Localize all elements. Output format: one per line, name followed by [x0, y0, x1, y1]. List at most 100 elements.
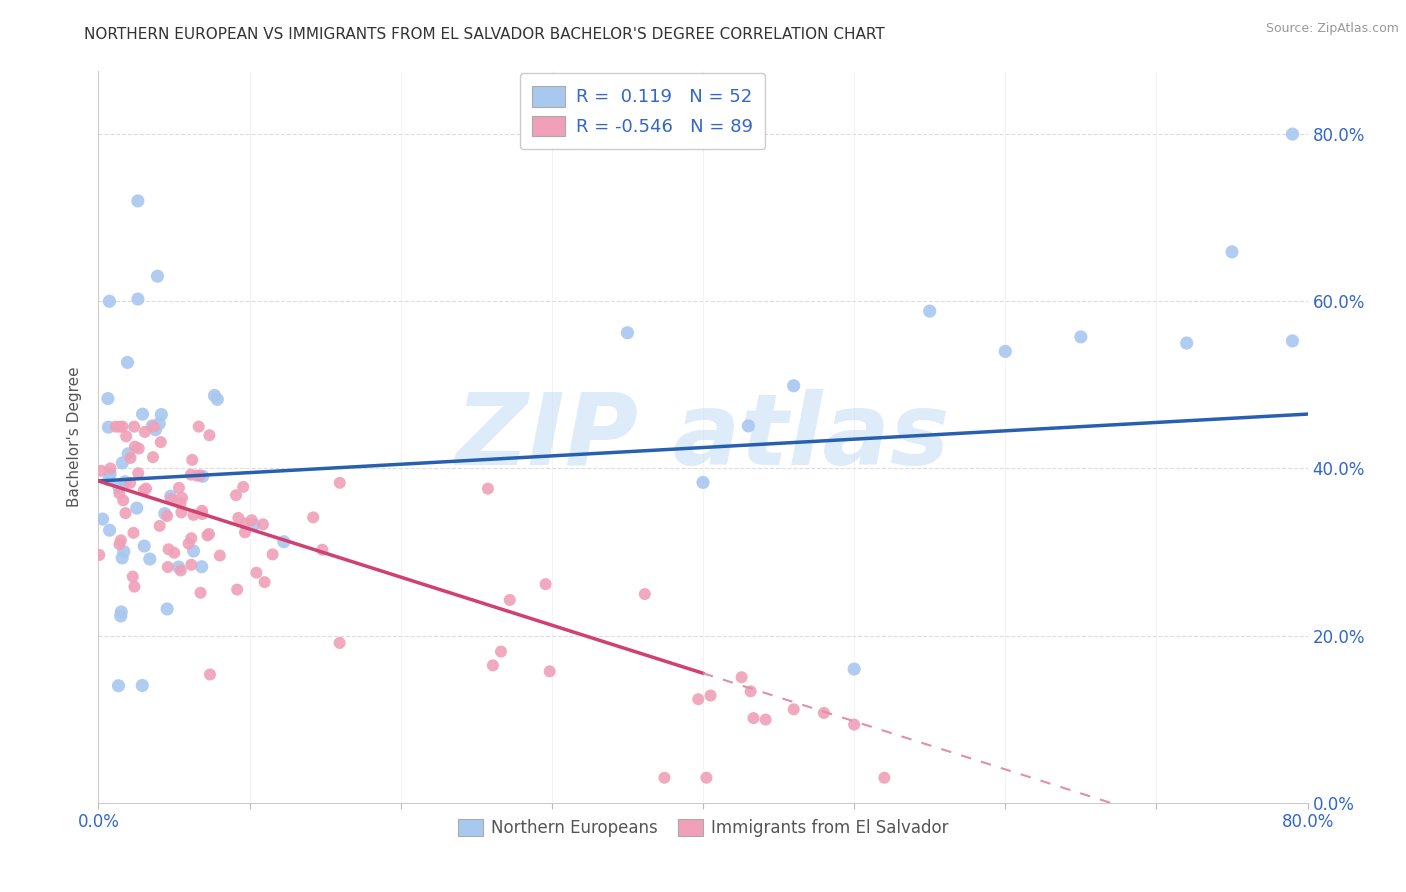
Point	[150, 408, 173, 422]
Point	[145, 423, 167, 437]
Point	[110, 609, 132, 624]
Point	[188, 468, 211, 483]
Point	[98, 467, 121, 481]
Point	[1281, 127, 1303, 141]
Point	[156, 509, 179, 524]
Point	[142, 419, 165, 434]
Point	[141, 418, 163, 433]
Point	[538, 665, 561, 679]
Point	[477, 482, 499, 496]
Point	[97, 473, 120, 487]
Point	[148, 417, 170, 431]
Point	[742, 711, 765, 725]
Legend: Northern Europeans, Immigrants from El Salvador: Northern Europeans, Immigrants from El S…	[449, 811, 957, 846]
Point	[183, 544, 205, 558]
Point	[252, 517, 274, 532]
Point	[111, 456, 134, 470]
Point	[111, 550, 134, 565]
Point	[156, 560, 179, 574]
Point	[813, 706, 835, 720]
Point	[124, 580, 146, 594]
Point	[783, 702, 806, 716]
Point	[190, 559, 212, 574]
Point	[692, 475, 714, 490]
Point	[489, 644, 512, 658]
Point	[873, 771, 896, 785]
Point	[91, 512, 114, 526]
Point	[163, 546, 186, 560]
Point	[89, 548, 111, 562]
Point	[1220, 244, 1243, 259]
Point	[167, 560, 190, 574]
Point	[180, 558, 202, 572]
Point	[128, 442, 150, 456]
Point	[634, 587, 657, 601]
Point	[253, 575, 276, 590]
Point	[191, 507, 214, 521]
Point	[132, 483, 155, 498]
Point	[160, 491, 183, 506]
Point	[198, 428, 221, 442]
Point	[149, 519, 172, 533]
Point	[110, 605, 132, 619]
Point	[329, 636, 352, 650]
Point	[688, 692, 710, 706]
Point	[117, 355, 139, 369]
Point	[740, 684, 762, 698]
Point	[187, 419, 209, 434]
Point	[208, 549, 231, 563]
Point	[226, 582, 249, 597]
Point	[110, 533, 132, 548]
Point	[142, 450, 165, 465]
Point	[131, 407, 153, 421]
Point	[120, 475, 142, 490]
Point	[146, 269, 169, 284]
Point	[121, 569, 143, 583]
Point	[198, 527, 221, 541]
Point	[111, 419, 134, 434]
Text: Source: ZipAtlas.com: Source: ZipAtlas.com	[1265, 22, 1399, 36]
Point	[124, 440, 146, 454]
Point	[127, 467, 149, 481]
Point	[170, 491, 193, 505]
Point	[755, 713, 778, 727]
Point	[117, 447, 139, 461]
Point	[153, 507, 176, 521]
Point	[131, 678, 153, 692]
Point	[783, 378, 806, 392]
Point	[186, 468, 208, 483]
Point	[844, 717, 866, 731]
Point	[90, 464, 112, 478]
Point	[207, 392, 229, 407]
Point	[139, 552, 162, 566]
Point	[302, 510, 325, 524]
Point	[245, 566, 267, 580]
Text: NORTHERN EUROPEAN VS IMMIGRANTS FROM EL SALVADOR BACHELOR'S DEGREE CORRELATION C: NORTHERN EUROPEAN VS IMMIGRANTS FROM EL …	[84, 27, 886, 42]
Point	[107, 679, 129, 693]
Point	[169, 496, 191, 510]
Point	[170, 505, 193, 519]
Point	[167, 481, 190, 495]
Point	[228, 511, 250, 525]
Point	[730, 670, 752, 684]
Point	[534, 577, 557, 591]
Point	[108, 480, 131, 494]
Point	[134, 425, 156, 439]
Point	[181, 453, 204, 467]
Point	[695, 771, 717, 785]
Point	[235, 516, 257, 531]
Point	[104, 419, 127, 434]
Point	[1175, 336, 1198, 351]
Point	[1070, 330, 1092, 344]
Point	[1281, 334, 1303, 348]
Point	[232, 480, 254, 494]
Point	[122, 419, 145, 434]
Point	[225, 488, 247, 502]
Point	[918, 304, 941, 318]
Point	[100, 461, 122, 475]
Point	[616, 326, 638, 340]
Point	[273, 534, 295, 549]
Point	[108, 537, 131, 551]
Point	[170, 564, 193, 578]
Point	[98, 294, 121, 309]
